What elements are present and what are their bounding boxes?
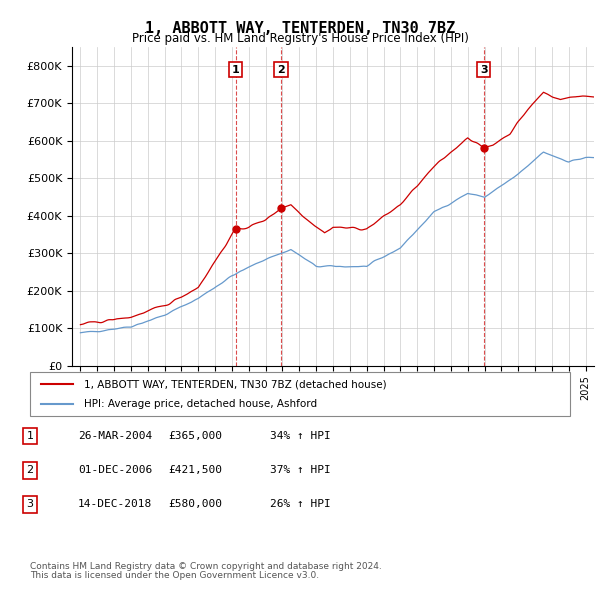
Text: 01-DEC-2006: 01-DEC-2006 [78, 466, 152, 475]
Text: 3: 3 [480, 65, 488, 75]
Text: 34% ↑ HPI: 34% ↑ HPI [270, 431, 331, 441]
Text: £421,500: £421,500 [168, 466, 222, 475]
Text: 37% ↑ HPI: 37% ↑ HPI [270, 466, 331, 475]
Text: HPI: Average price, detached house, Ashford: HPI: Average price, detached house, Ashf… [84, 399, 317, 408]
Text: This data is licensed under the Open Government Licence v3.0.: This data is licensed under the Open Gov… [30, 571, 319, 580]
Text: £580,000: £580,000 [168, 500, 222, 509]
Text: 14-DEC-2018: 14-DEC-2018 [78, 500, 152, 509]
Text: Price paid vs. HM Land Registry's House Price Index (HPI): Price paid vs. HM Land Registry's House … [131, 32, 469, 45]
Text: 1: 1 [26, 431, 34, 441]
Text: 1, ABBOTT WAY, TENTERDEN, TN30 7BZ (detached house): 1, ABBOTT WAY, TENTERDEN, TN30 7BZ (deta… [84, 379, 386, 389]
FancyBboxPatch shape [30, 372, 570, 416]
Text: 1, ABBOTT WAY, TENTERDEN, TN30 7BZ: 1, ABBOTT WAY, TENTERDEN, TN30 7BZ [145, 21, 455, 35]
Text: Contains HM Land Registry data © Crown copyright and database right 2024.: Contains HM Land Registry data © Crown c… [30, 562, 382, 571]
Text: 2: 2 [277, 65, 285, 75]
Text: 26-MAR-2004: 26-MAR-2004 [78, 431, 152, 441]
Text: 26% ↑ HPI: 26% ↑ HPI [270, 500, 331, 509]
Text: 2: 2 [26, 466, 34, 475]
Text: 1: 1 [232, 65, 240, 75]
Text: £365,000: £365,000 [168, 431, 222, 441]
Text: 3: 3 [26, 500, 34, 509]
